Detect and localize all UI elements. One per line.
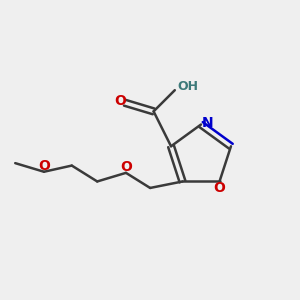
Text: OH: OH — [177, 80, 198, 93]
Text: O: O — [214, 181, 226, 195]
Text: N: N — [202, 116, 213, 130]
Text: O: O — [38, 159, 50, 173]
Text: O: O — [114, 94, 126, 108]
Text: O: O — [120, 160, 132, 175]
